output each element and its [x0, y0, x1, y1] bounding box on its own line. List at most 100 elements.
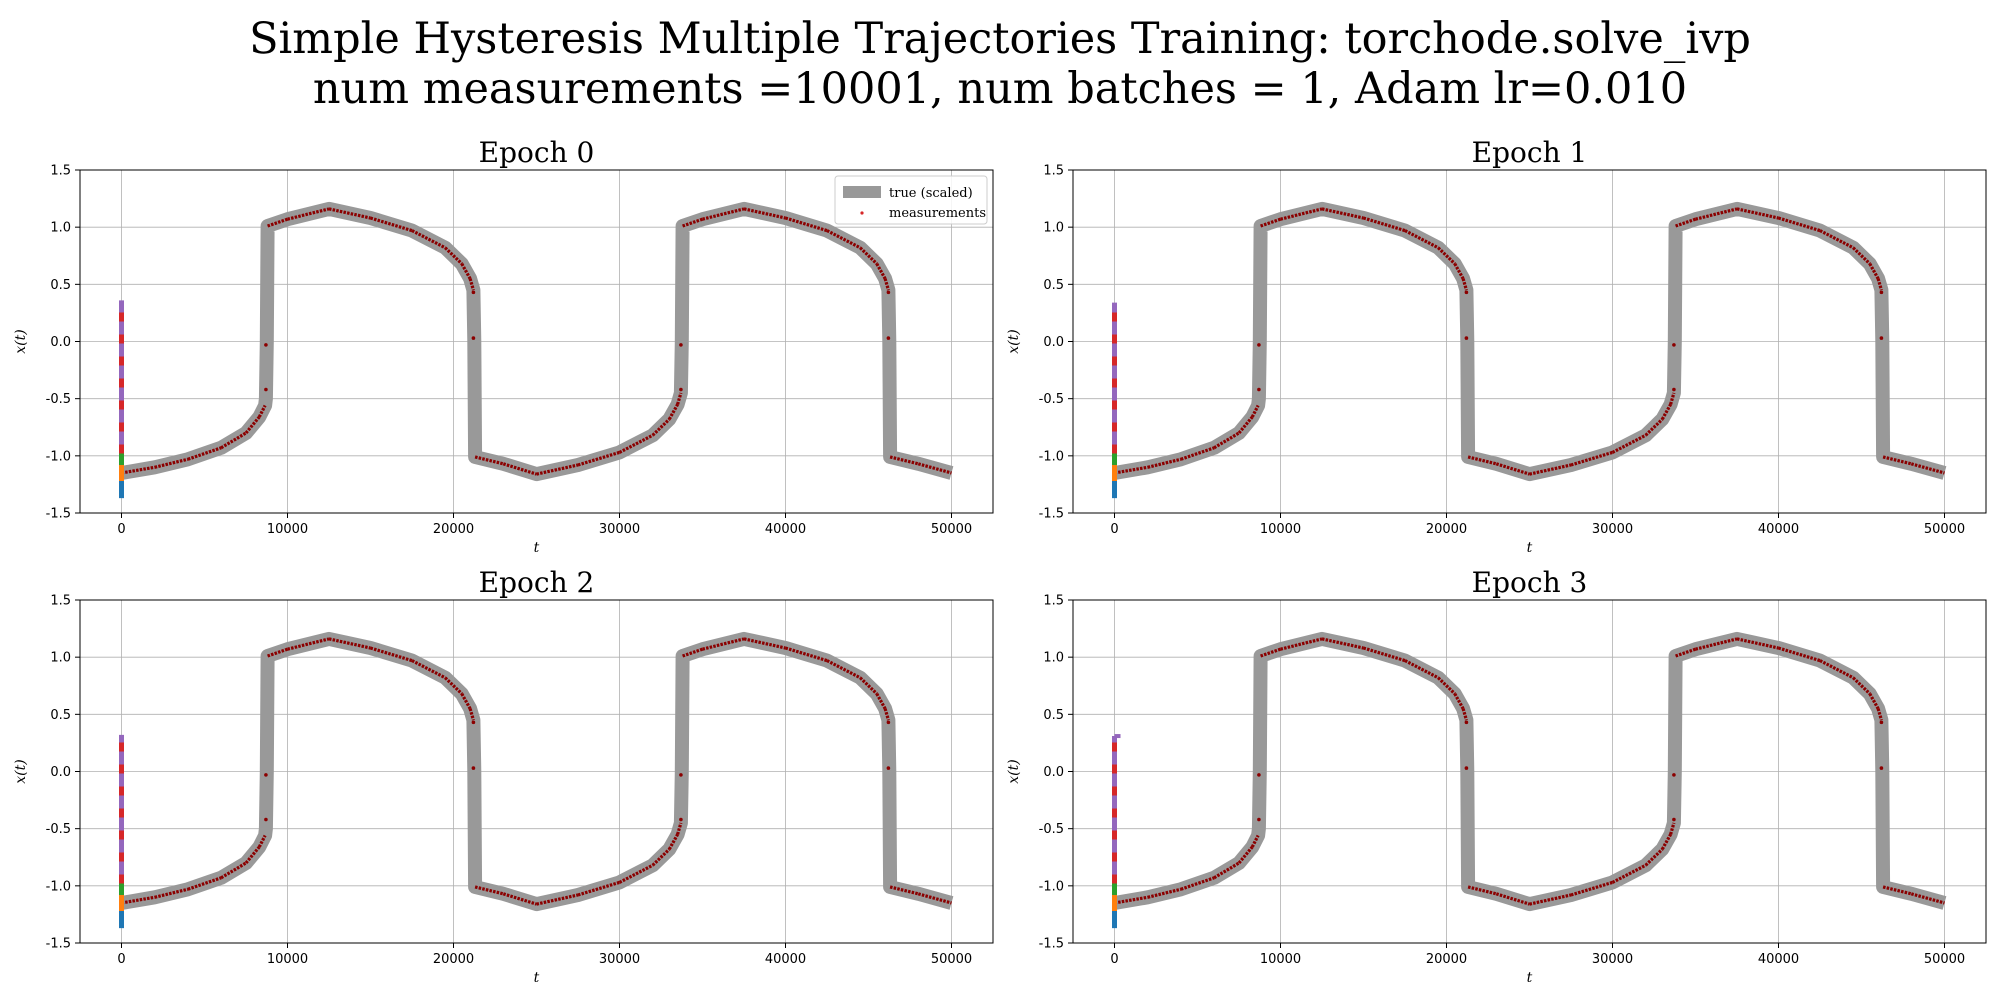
measurement-segment	[1852, 676, 1871, 695]
plot-area	[1112, 631, 1947, 929]
x-tick-label: 0	[1110, 522, 1118, 537]
measurement-segment	[220, 431, 247, 450]
y-tick-label: 1.5	[1043, 594, 1064, 609]
measurement-segment	[667, 403, 679, 421]
measurement-segment	[883, 278, 890, 291]
figure-title-line-2: num measurements =10001, num batches = 1…	[312, 64, 1688, 114]
measurement-segment	[220, 861, 247, 880]
measurement-segment	[1213, 431, 1240, 450]
legend-label-true: true (scaled)	[889, 186, 973, 201]
x-tick-label: 40000	[765, 952, 806, 967]
x-tick-label: 0	[117, 952, 125, 967]
measurement-segment	[1453, 262, 1465, 280]
measurement-segment	[1529, 893, 1572, 906]
y-tick-label: -1.0	[46, 879, 71, 894]
measurement-segment	[1736, 207, 1779, 220]
measurement-segment	[1660, 403, 1672, 421]
measurement-segment	[1876, 278, 1883, 291]
y-tick-label: -0.5	[46, 392, 71, 407]
measurement-segment	[1695, 207, 1738, 221]
measurement-point	[1672, 387, 1676, 392]
y-tick-label: 0.0	[1043, 335, 1064, 350]
measurement-segment	[1321, 637, 1364, 650]
x-tick-label: 30000	[599, 522, 640, 537]
y-axis-label: x(t)	[1006, 759, 1022, 783]
y-tick-label: 0.0	[50, 765, 71, 780]
measurement-segment	[474, 455, 504, 466]
measurement-segment	[121, 895, 155, 905]
measurement-segment	[917, 892, 952, 905]
measurement-point	[1879, 336, 1884, 340]
measurement-segment	[536, 893, 579, 906]
measurement-segment	[859, 676, 878, 695]
measurement-point	[264, 387, 268, 392]
y-tick-label: -1.0	[46, 449, 71, 464]
measurement-point	[1879, 290, 1884, 295]
y-tick-label: 0.0	[50, 335, 71, 350]
x-tick-label: 10000	[267, 522, 308, 537]
measurement-point	[679, 773, 683, 777]
y-tick-label: -0.5	[1039, 822, 1064, 837]
x-tick-label: 30000	[1592, 952, 1633, 967]
measurement-segment	[883, 708, 890, 721]
x-axis-label: t	[1527, 970, 1533, 986]
measurement-point	[1464, 290, 1469, 295]
measurement-point	[264, 773, 268, 777]
measurement-segment	[1852, 246, 1871, 265]
y-tick-label: 0.5	[1043, 278, 1064, 293]
measurement-segment	[676, 392, 683, 405]
measurement-point	[1464, 720, 1469, 725]
measurement-segment	[1461, 708, 1468, 721]
measurement-segment	[651, 418, 671, 437]
measurement-segment	[889, 885, 919, 896]
plot-area	[119, 631, 954, 929]
x-tick-label: 10000	[1260, 952, 1301, 967]
y-tick-label: -1.5	[46, 937, 71, 952]
y-tick-label: -0.5	[46, 822, 71, 837]
legend: true (scaled) measurements	[834, 175, 988, 225]
x-axis-label: t	[534, 540, 540, 556]
x-tick-label: 20000	[1426, 952, 1467, 967]
y-tick-label: -1.5	[46, 507, 71, 522]
measurement-segment	[1868, 692, 1880, 710]
measurement-segment	[1876, 708, 1883, 721]
measurement-segment	[743, 637, 786, 650]
measurement-segment	[875, 262, 887, 280]
y-tick-label: 1.5	[1043, 164, 1064, 179]
measurement-segment	[676, 822, 683, 835]
measurement-point	[471, 766, 476, 770]
measurement-segment	[702, 637, 745, 651]
measurement-segment	[1495, 462, 1530, 476]
y-tick-label: 1.5	[50, 164, 71, 179]
measurement-point	[679, 387, 683, 392]
measurement-segment	[917, 462, 952, 475]
measurement-segment	[1529, 463, 1572, 476]
measurement-segment	[1669, 392, 1676, 405]
measurement-point	[264, 817, 268, 822]
measurement-point	[471, 290, 476, 295]
y-tick-label: 1.0	[1043, 221, 1064, 236]
measurement-segment	[121, 465, 155, 475]
measurement-segment	[187, 446, 222, 461]
y-axis-label: x(t)	[1006, 329, 1022, 353]
measurement-segment	[859, 246, 878, 265]
plot-area	[1112, 201, 1947, 499]
measurement-segment	[1404, 659, 1439, 680]
measurement-segment	[1736, 637, 1779, 650]
measurement-segment	[1404, 229, 1439, 250]
x-tick-label: 50000	[931, 952, 972, 967]
measurement-segment	[257, 834, 267, 848]
x-tick-label: 50000	[1924, 952, 1965, 967]
measurement-segment	[257, 404, 267, 418]
y-axis-label: x(t)	[13, 759, 29, 783]
measurement-segment	[1461, 278, 1468, 291]
x-tick-label: 10000	[1260, 522, 1301, 537]
plot-area	[119, 201, 954, 499]
measurement-point	[1672, 343, 1676, 347]
measurement-segment	[1147, 887, 1182, 899]
measurement-segment	[743, 207, 786, 220]
measurement-point	[1257, 387, 1261, 392]
measurement-point	[679, 343, 683, 347]
measurement-point	[1257, 343, 1261, 347]
measurement-segment	[1644, 848, 1664, 867]
